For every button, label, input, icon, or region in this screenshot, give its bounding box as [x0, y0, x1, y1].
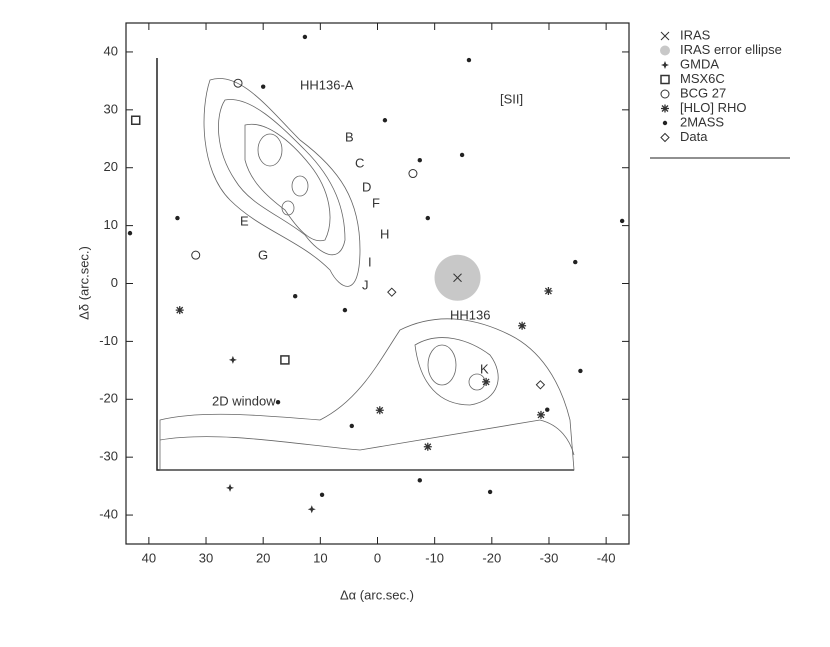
- legend-marker: [661, 104, 669, 113]
- x-tick-label: -30: [540, 550, 559, 565]
- x-tick-label: 20: [256, 550, 270, 565]
- point: [573, 259, 578, 265]
- point: [375, 406, 384, 415]
- annotation: B: [345, 129, 354, 144]
- annotation: I: [368, 254, 372, 269]
- legend-label: IRAS error ellipse: [680, 42, 782, 57]
- point: [307, 505, 316, 514]
- plot-frame: [125, 22, 630, 545]
- point: [518, 321, 527, 330]
- y-tick-label: -30: [99, 449, 118, 464]
- point: [226, 483, 235, 492]
- annotation: D: [362, 179, 371, 194]
- x-tick-label: 40: [142, 550, 156, 565]
- annotation: E: [240, 213, 249, 228]
- annotation: C: [355, 155, 364, 170]
- y-axis-label: Δδ (arc.sec.): [76, 246, 91, 320]
- annotation: F: [372, 195, 380, 210]
- point: [319, 492, 325, 497]
- point: [459, 152, 465, 158]
- point: [408, 169, 418, 179]
- legend-label: GMDA: [680, 56, 719, 71]
- point: [292, 294, 298, 299]
- legend-label: IRAS: [680, 27, 711, 42]
- x-tick-label: 0: [374, 550, 381, 565]
- point: [175, 215, 180, 221]
- contours: [159, 78, 575, 471]
- y-tick-label: 10: [104, 217, 118, 232]
- point: [130, 115, 141, 126]
- annotation: [SII]: [500, 91, 523, 106]
- point: [342, 307, 348, 313]
- point: [417, 157, 422, 163]
- point: [619, 218, 625, 224]
- point: [275, 399, 281, 405]
- point: [382, 118, 388, 123]
- annotation: K: [480, 361, 489, 376]
- point: [482, 377, 491, 386]
- point: [453, 273, 462, 283]
- y-tick-label: -40: [99, 506, 118, 521]
- point: [578, 368, 583, 374]
- point: [349, 423, 354, 429]
- point: [233, 78, 243, 88]
- legend-label: BCG 27: [680, 85, 726, 100]
- point: [544, 287, 553, 296]
- annotation: HH136: [450, 307, 490, 322]
- point: [302, 34, 308, 40]
- x-tick-label: 10: [313, 550, 327, 565]
- point: [536, 410, 545, 419]
- legend-marker: [661, 61, 669, 69]
- y-tick-label: 20: [104, 159, 118, 174]
- point: [425, 215, 430, 221]
- x-tick-label: 30: [199, 550, 213, 565]
- point: [545, 407, 550, 412]
- x-tick-label: -10: [425, 550, 444, 565]
- legend-label: Data: [680, 129, 708, 144]
- legend-marker: [660, 132, 670, 143]
- legend-label: MSX6C: [680, 71, 725, 86]
- legend-label: 2MASS: [680, 114, 724, 129]
- annotation: G: [258, 247, 268, 262]
- point: [423, 442, 432, 451]
- y-tick-label: -10: [99, 333, 118, 348]
- point: [191, 250, 201, 260]
- point: [417, 478, 422, 483]
- point: [260, 84, 266, 89]
- x-tick-label: -40: [597, 550, 616, 565]
- point: [127, 230, 133, 236]
- legend-marker: [660, 74, 670, 85]
- point: [535, 380, 546, 390]
- x-tick-label: -20: [482, 550, 501, 565]
- legend-label: [HLO] RHO: [680, 100, 746, 115]
- point: [280, 355, 290, 365]
- y-tick-label: 30: [104, 101, 118, 116]
- y-tick-label: 0: [111, 275, 118, 290]
- legend-marker: [660, 45, 670, 56]
- annotation: J: [362, 277, 369, 292]
- legend-marker: [660, 31, 670, 41]
- y-tick-label: 40: [104, 43, 118, 58]
- point: [487, 489, 493, 495]
- annotation: H: [380, 226, 389, 241]
- point: [466, 57, 472, 63]
- y-tick-label: -20: [99, 391, 118, 406]
- annotation: HH136-A: [300, 77, 354, 92]
- annotation: 2D window: [212, 393, 276, 408]
- legend-marker: [660, 89, 670, 99]
- point: [175, 306, 184, 315]
- x-axis-label: Δα (arc.sec.): [340, 587, 414, 602]
- point: [228, 355, 237, 364]
- point: [387, 287, 397, 297]
- legend-marker: [662, 120, 668, 126]
